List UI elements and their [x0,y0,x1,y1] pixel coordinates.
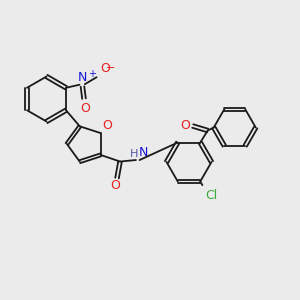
Text: O: O [100,62,110,75]
Text: −: − [106,63,115,73]
Text: O: O [181,118,190,132]
Text: O: O [102,118,112,132]
Text: Cl: Cl [205,189,217,202]
Text: O: O [80,102,90,115]
Text: N: N [139,146,148,159]
Text: H: H [130,149,139,159]
Text: N: N [78,71,87,84]
Text: O: O [111,179,121,192]
Text: +: + [88,69,96,79]
